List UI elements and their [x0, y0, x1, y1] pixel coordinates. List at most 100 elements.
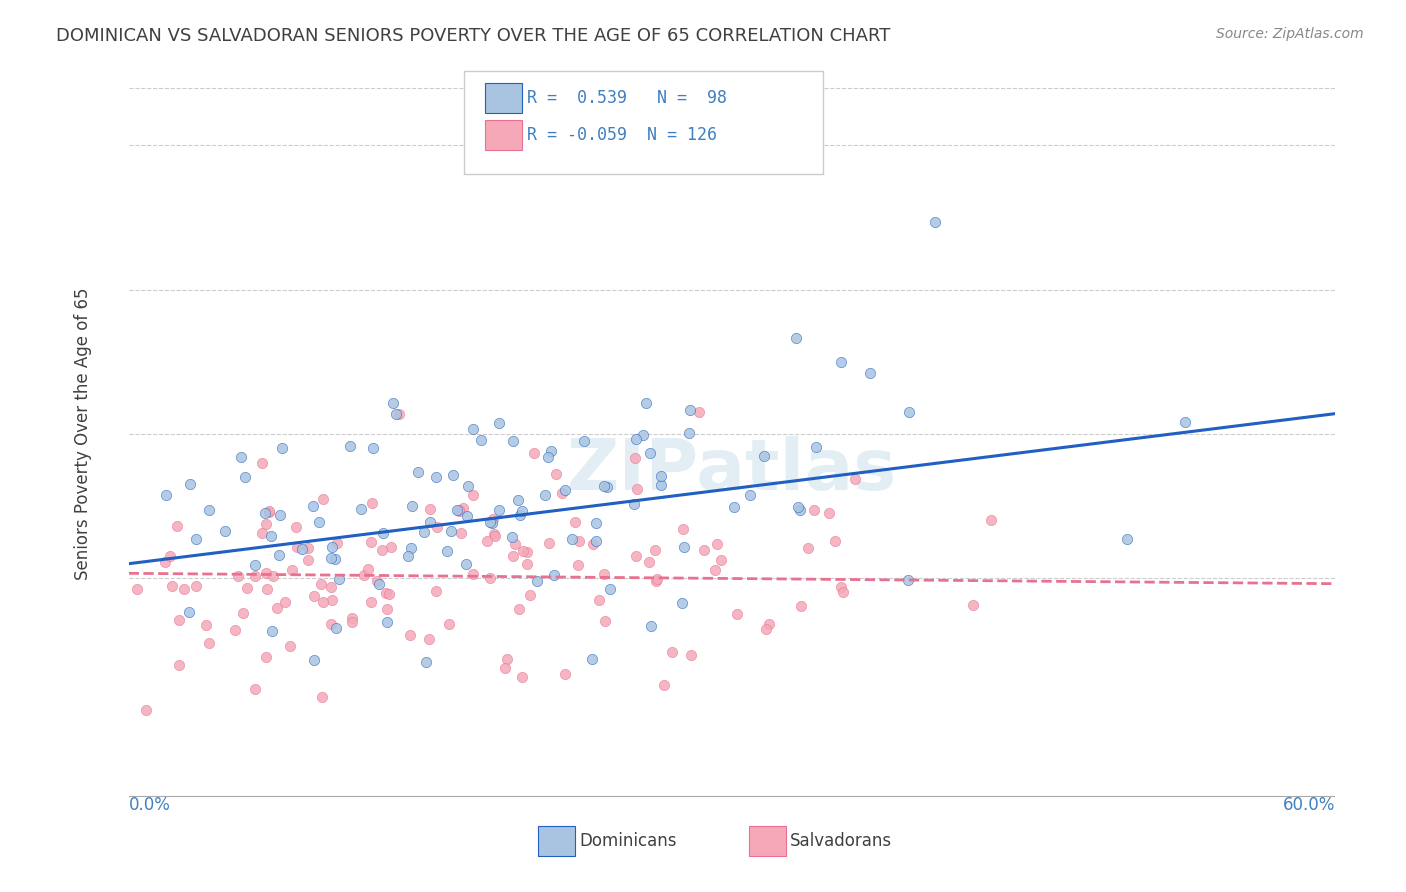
Point: [413, 525, 436, 540]
Point: [371, 526, 394, 541]
Point: [561, 532, 583, 546]
Point: [311, 576, 333, 591]
Point: [484, 528, 506, 542]
Point: [418, 632, 440, 647]
Point: [645, 574, 668, 589]
Point: [581, 652, 603, 666]
Point: [624, 450, 647, 465]
Point: [817, 506, 839, 520]
Point: [510, 670, 533, 684]
Point: [588, 593, 610, 607]
Point: [186, 578, 208, 592]
Point: [231, 450, 253, 464]
Point: [266, 600, 288, 615]
Point: [446, 503, 468, 517]
Point: [661, 644, 683, 658]
Point: [638, 555, 661, 569]
Point: [399, 628, 422, 642]
Point: [671, 522, 693, 536]
Point: [245, 569, 267, 583]
Point: [326, 536, 349, 550]
Point: [650, 469, 672, 483]
Point: [738, 488, 761, 502]
Point: [599, 582, 621, 596]
Point: [357, 562, 380, 576]
Point: [254, 516, 277, 531]
Point: [804, 441, 827, 455]
Point: [312, 492, 335, 507]
Point: [159, 549, 181, 563]
Point: [419, 502, 441, 516]
Point: [962, 598, 984, 612]
Point: [350, 502, 373, 516]
Point: [441, 468, 464, 483]
Point: [624, 549, 647, 563]
Point: [652, 678, 675, 692]
Point: [311, 690, 333, 704]
Point: [453, 501, 475, 516]
Point: [262, 568, 284, 582]
Text: ZIPatlas: ZIPatlas: [567, 436, 897, 505]
Point: [754, 449, 776, 463]
Point: [564, 515, 586, 529]
Point: [461, 421, 484, 435]
Point: [449, 504, 471, 518]
Point: [454, 558, 477, 572]
Point: [253, 506, 276, 520]
Point: [787, 500, 810, 515]
Point: [321, 593, 343, 607]
Point: [706, 537, 728, 551]
Point: [478, 515, 501, 529]
Point: [214, 524, 236, 538]
Point: [169, 613, 191, 627]
Point: [361, 496, 384, 510]
Point: [321, 540, 343, 554]
Point: [267, 548, 290, 562]
Point: [415, 656, 437, 670]
Point: [375, 602, 398, 616]
Point: [233, 470, 256, 484]
Point: [650, 477, 672, 491]
Point: [789, 503, 811, 517]
Point: [634, 396, 657, 410]
Point: [125, 582, 148, 596]
Point: [503, 537, 526, 551]
Point: [494, 661, 516, 675]
Point: [388, 407, 411, 421]
Point: [262, 624, 284, 639]
Point: [638, 445, 661, 459]
Point: [543, 567, 565, 582]
Point: [671, 596, 693, 610]
Point: [375, 615, 398, 630]
Point: [353, 568, 375, 582]
Point: [593, 614, 616, 628]
Point: [153, 555, 176, 569]
Text: Salvadorans: Salvadorans: [790, 832, 893, 850]
Point: [572, 434, 595, 448]
Point: [596, 480, 619, 494]
Point: [522, 445, 544, 459]
Point: [232, 606, 254, 620]
Point: [256, 582, 278, 597]
Text: 0.0%: 0.0%: [129, 797, 170, 814]
Point: [360, 535, 382, 549]
Point: [679, 403, 702, 417]
Point: [419, 515, 441, 529]
Point: [297, 541, 319, 555]
Point: [785, 331, 807, 345]
Point: [439, 616, 461, 631]
Point: [516, 557, 538, 571]
Point: [551, 486, 574, 500]
Point: [385, 407, 408, 421]
Point: [516, 545, 538, 559]
Point: [482, 512, 505, 526]
Text: Source: ZipAtlas.com: Source: ZipAtlas.com: [1216, 27, 1364, 41]
Point: [302, 653, 325, 667]
Point: [155, 488, 177, 502]
Point: [488, 416, 510, 430]
Point: [672, 541, 695, 555]
Point: [585, 516, 607, 531]
Point: [501, 531, 523, 545]
Point: [508, 602, 530, 616]
Point: [284, 520, 307, 534]
